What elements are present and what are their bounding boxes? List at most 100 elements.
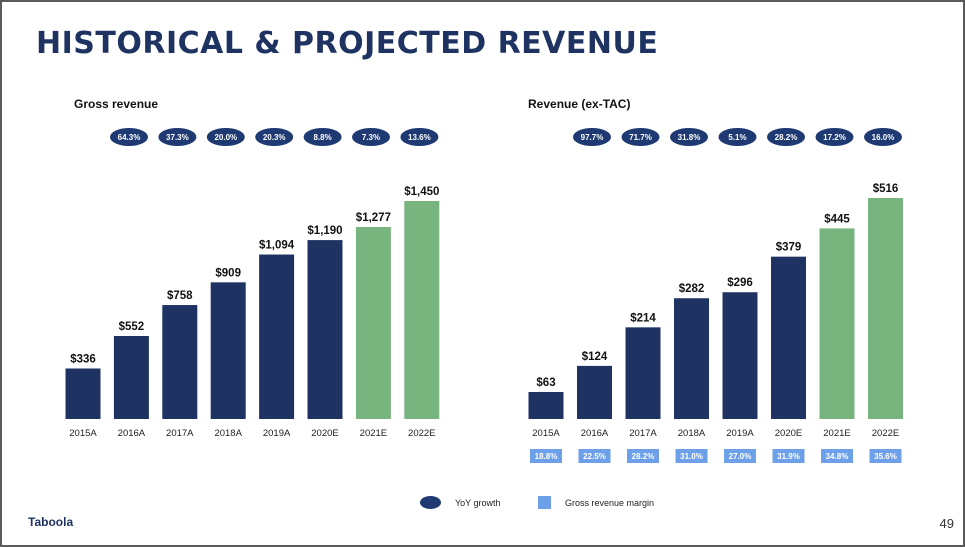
historical-bar (210, 282, 246, 419)
historical-bar (771, 256, 806, 419)
yoy-growth-label: 13.6% (408, 133, 431, 142)
yoy-growth-label: 20.3% (263, 133, 286, 142)
gross-margin-label: 18.8% (535, 452, 558, 461)
yoy-growth-badge (815, 128, 854, 146)
yoy-growth-label: 28.2% (775, 133, 798, 142)
x-tick-label: 2022E (872, 428, 899, 439)
bar-value-label: $214 (630, 312, 656, 324)
gross-margin-label: 31.9% (777, 452, 800, 461)
yoy-growth-label: 8.8% (313, 133, 331, 142)
bar-value-label: $336 (70, 353, 96, 365)
x-tick-label: 2015A (532, 428, 560, 439)
gross-margin-box (530, 449, 562, 463)
yoy-growth-badge (767, 128, 805, 146)
x-tick-label: 2019A (263, 428, 291, 439)
projected-bar (355, 227, 391, 419)
historical-bar (307, 240, 343, 419)
x-tick-label: 2015A (69, 428, 97, 439)
yoy-growth-label: 16.0% (872, 133, 895, 142)
x-tick-label: 2016A (581, 428, 609, 439)
x-tick-label: 2019A (726, 428, 754, 439)
company-logo: Taboola (28, 515, 74, 529)
yoy-growth-badge (352, 128, 390, 146)
x-tick-label: 2017A (166, 428, 194, 439)
yoy-growth-label: 71.7% (629, 133, 652, 142)
projected-bar (819, 228, 855, 419)
historical-bar (625, 327, 661, 419)
page-number: 49 (939, 516, 954, 531)
yoy-growth-badge (670, 128, 708, 146)
yoy-growth-label: 64.3% (118, 133, 141, 142)
x-tick-label: 2022E (408, 428, 435, 439)
yoy-growth-badge (303, 128, 342, 146)
gross-margin-box (578, 449, 611, 463)
bar-value-label: $552 (119, 321, 145, 333)
gross-margin-box (772, 449, 805, 463)
legend-item-margin: Gross revenue margin (538, 496, 654, 509)
gross-margin-label: 31.0% (680, 452, 703, 461)
x-tick-label: 2020E (311, 428, 338, 439)
gross-margin-label: 34.8% (826, 452, 849, 461)
bar-value-label: $516 (873, 183, 899, 195)
legend-label-yoy: YoY growth (455, 497, 501, 508)
gross-margin-box (627, 449, 659, 463)
yoy-growth-badge (718, 128, 757, 146)
yoy-growth-label: 97.7% (581, 133, 604, 142)
bar-value-label: $909 (215, 267, 241, 279)
legend-item-yoy: YoY growth (420, 496, 501, 509)
slide-title: HISTORICAL & PROJECTED REVENUE (36, 26, 659, 61)
bar-value-label: $445 (824, 213, 850, 225)
bar-value-label: $1,450 (404, 186, 439, 198)
gross-margin-box (869, 449, 902, 463)
x-tick-label: 2021E (823, 428, 850, 439)
projected-bar (868, 198, 903, 419)
yoy-growth-badge (864, 128, 902, 146)
x-tick-label: 2017A (629, 428, 657, 439)
yoy-growth-badge (621, 128, 660, 146)
yoy-growth-label: 20.0% (214, 133, 237, 142)
bar-value-label: $124 (582, 351, 608, 363)
yoy-growth-label: 17.2% (823, 133, 846, 142)
gross-margin-label: 27.0% (729, 452, 752, 461)
yoy-growth-badge (573, 128, 611, 146)
gross-margin-box (675, 449, 708, 463)
x-tick-label: 2016A (118, 428, 146, 439)
x-tick-label: 2018A (214, 428, 242, 439)
bar-value-label: $379 (776, 242, 802, 254)
gross-margin-box (821, 449, 853, 463)
yoy-growth-label: 37.3% (166, 133, 189, 142)
yoy-growth-oval-icon (420, 496, 441, 509)
yoy-growth-badge (400, 128, 439, 146)
gross-margin-label: 28.2% (632, 452, 655, 461)
bar-value-label: $296 (727, 277, 753, 289)
yoy-growth-badge (206, 128, 245, 146)
x-tick-label: 2020E (775, 428, 802, 439)
historical-bar (65, 368, 101, 419)
yoy-growth-badge (158, 128, 197, 146)
historical-bar (528, 392, 564, 419)
yoy-growth-label: 5.1% (728, 133, 746, 142)
bar-value-label: $63 (536, 377, 555, 389)
gross-margin-label: 22.5% (583, 452, 606, 461)
x-tick-label: 2018A (678, 428, 706, 439)
gross-margin-box (724, 449, 756, 463)
yoy-growth-label: 7.3% (362, 133, 380, 142)
x-tick-label: 2021E (360, 428, 387, 439)
historical-bar (162, 305, 198, 419)
chart-title: Gross revenue (74, 97, 158, 111)
gross-margin-square-icon (538, 496, 551, 509)
historical-bar (674, 298, 709, 419)
historical-bar (722, 292, 758, 419)
gross-margin-label: 35.6% (874, 452, 897, 461)
bar-value-label: $1,277 (356, 212, 391, 224)
bar-value-label: $1,190 (307, 225, 342, 237)
yoy-growth-badge (110, 128, 148, 146)
historical-bar (577, 365, 612, 419)
historical-bar (113, 336, 149, 419)
yoy-growth-badge (255, 128, 294, 146)
bar-value-label: $282 (679, 283, 705, 295)
bar-value-label: $1,094 (259, 240, 295, 252)
